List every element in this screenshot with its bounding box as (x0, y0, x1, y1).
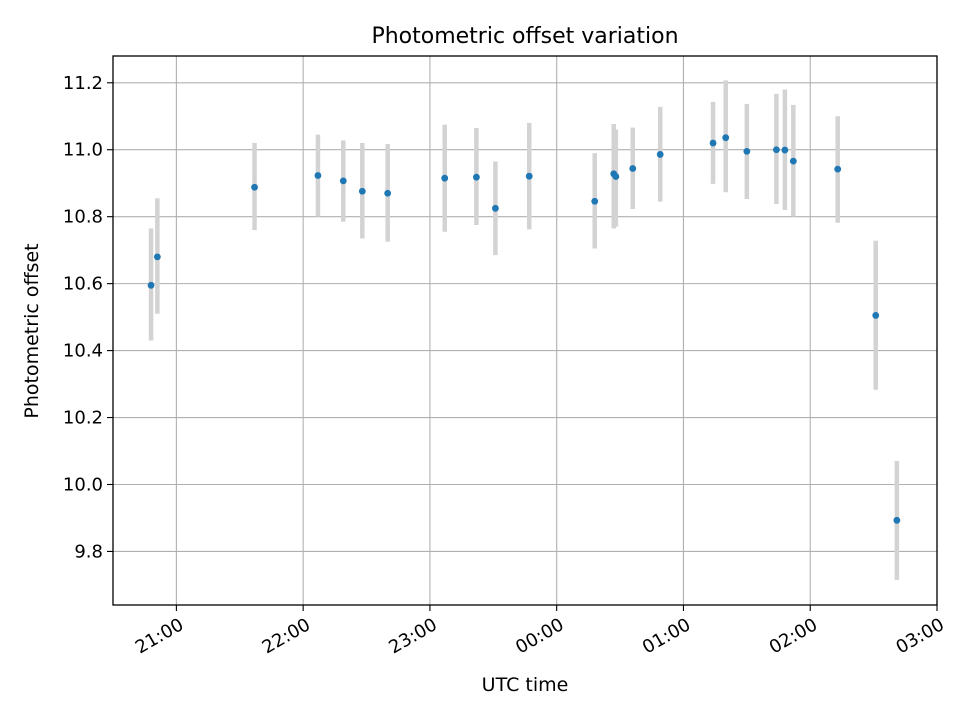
data-point (893, 516, 901, 524)
y-tick-label: 10.4 (63, 341, 103, 362)
data-point (834, 165, 842, 173)
data-point (147, 281, 155, 289)
y-tick-label: 10.0 (63, 474, 103, 495)
y-tick-label: 10.2 (63, 408, 103, 429)
data-point (591, 197, 599, 205)
x-tick-label: 01:00 (639, 614, 694, 658)
x-tick-label: 22:00 (259, 614, 314, 658)
x-tick-label: 23:00 (385, 614, 440, 658)
x-tick-label: 03:00 (892, 614, 947, 658)
y-tick-label: 10.6 (63, 274, 103, 295)
data-point (789, 157, 797, 165)
x-tick-label: 00:00 (512, 614, 567, 658)
x-tick-label: 21:00 (132, 614, 187, 658)
y-tick-label: 10.8 (63, 207, 103, 228)
grid (113, 56, 938, 605)
data-point (612, 173, 620, 180)
x-axis-label: UTC time (482, 674, 569, 696)
data-point (656, 151, 664, 158)
data-point (473, 173, 480, 181)
y-tick-label: 11.0 (63, 140, 103, 161)
error-bars (148, 80, 900, 580)
data-point (339, 177, 347, 185)
data-point (781, 146, 789, 154)
x-axis: 21:00 22:00 23:00 00:00 01:00 02:00 03:00 (132, 605, 948, 658)
y-tick-label: 11.2 (63, 73, 103, 94)
chart-title: Photometric offset variation (371, 24, 678, 49)
data-point (525, 172, 533, 180)
data-point (314, 172, 322, 179)
data-point (722, 134, 730, 142)
data-point (384, 189, 392, 197)
data-point (743, 148, 751, 155)
data-point (153, 253, 161, 261)
data-point (709, 139, 717, 147)
data-point (358, 187, 366, 195)
x-tick-label: 02:00 (766, 614, 821, 658)
plot-frame (112, 55, 938, 606)
y-tick-label: 9.8 (74, 541, 103, 562)
data-point (773, 146, 780, 154)
data-point (629, 165, 637, 172)
data-points (147, 134, 901, 524)
y-axis: 9.8 10.0 10.2 10.4 10.6 10.8 11.0 11.2 (63, 73, 113, 562)
data-point (492, 204, 499, 212)
data-point (251, 183, 258, 191)
y-axis-label: Photometric offset (21, 243, 43, 418)
data-point (872, 312, 880, 319)
data-point (441, 174, 449, 182)
